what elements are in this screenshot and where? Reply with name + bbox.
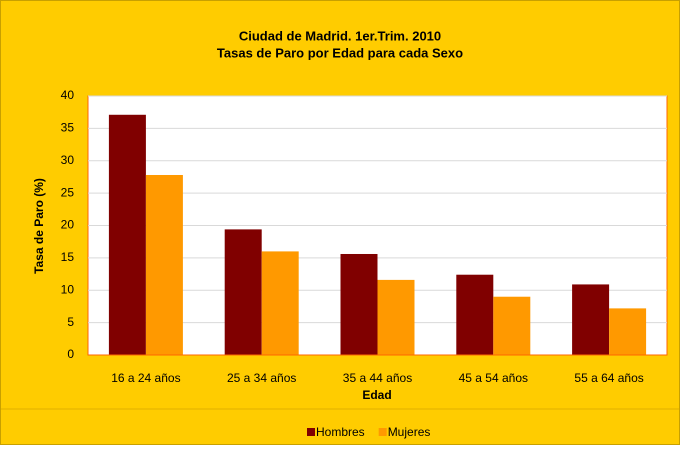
y-axis-label: Tasa de Paro (%) bbox=[32, 178, 46, 274]
bar bbox=[493, 296, 531, 355]
y-tick-label: 35 bbox=[61, 121, 75, 135]
legend-label: Hombres bbox=[316, 425, 365, 439]
x-tick-label: 16 a 24 años bbox=[111, 371, 180, 385]
x-tick-label: 45 a 54 años bbox=[459, 371, 528, 385]
chart-title: Ciudad de Madrid. 1er.Trim. 2010 bbox=[239, 28, 441, 43]
y-tick-label: 5 bbox=[67, 315, 74, 329]
bar bbox=[609, 308, 647, 355]
y-tick-label: 30 bbox=[61, 153, 75, 167]
y-tick-label: 15 bbox=[61, 250, 75, 264]
bar bbox=[145, 174, 183, 355]
bar bbox=[456, 274, 494, 355]
bar bbox=[261, 251, 299, 355]
y-tick-label: 40 bbox=[61, 88, 75, 102]
bar bbox=[340, 253, 378, 355]
legend-swatch bbox=[378, 428, 387, 436]
legend-swatch bbox=[307, 428, 315, 436]
bar bbox=[377, 279, 415, 355]
chart-subtitle: Tasas de Paro por Edad para cada Sexo bbox=[217, 45, 463, 60]
bar bbox=[108, 114, 146, 355]
x-tick-label: 25 a 34 años bbox=[227, 371, 296, 385]
x-tick-label: 55 a 64 años bbox=[574, 371, 643, 385]
bar bbox=[572, 284, 610, 355]
y-tick-label: 0 bbox=[67, 347, 74, 361]
x-axis-label: Edad bbox=[362, 388, 391, 402]
x-tick-label: 35 a 44 años bbox=[343, 371, 412, 385]
y-tick-label: 10 bbox=[61, 282, 75, 296]
y-tick-label: 25 bbox=[61, 185, 75, 199]
y-tick-label: 20 bbox=[61, 218, 75, 232]
bar bbox=[224, 229, 262, 355]
legend-label: Mujeres bbox=[388, 425, 431, 439]
